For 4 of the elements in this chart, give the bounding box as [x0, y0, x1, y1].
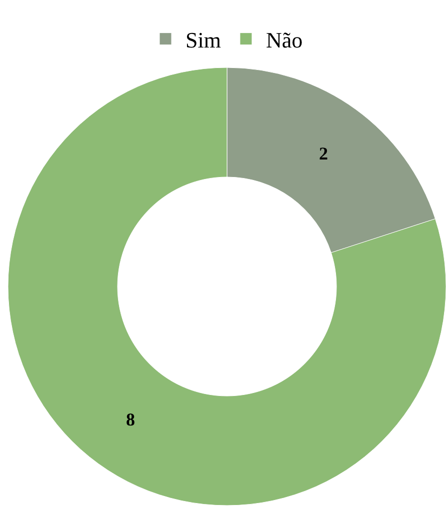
data-label: 2: [319, 144, 328, 164]
legend-label: Sim: [186, 27, 221, 52]
data-label: 8: [126, 409, 135, 430]
legend-label: Não: [266, 27, 303, 52]
